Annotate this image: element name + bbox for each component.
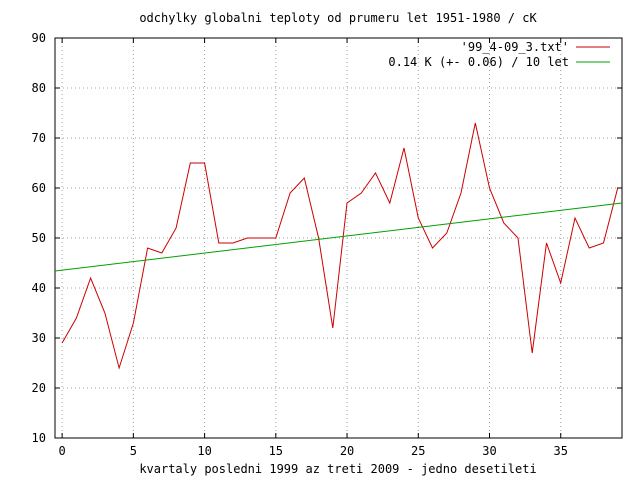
series-line-data — [61, 122, 619, 370]
x-axis-label: kvartaly posledni 1999 az treti 2009 - j… — [139, 462, 536, 476]
tick-marks — [55, 37, 622, 439]
x-tick-label: 30 — [482, 444, 496, 458]
y-tick-label: 90 — [32, 31, 46, 45]
x-tick-label: 20 — [340, 444, 354, 458]
series-line-trend — [54, 202, 623, 272]
grid — [55, 38, 622, 438]
legend: '99_4-09_3.txt'0.14 K (+- 0.06) / 10 let — [388, 40, 610, 69]
plot-frame — [54, 37, 623, 439]
x-tick-label: 10 — [197, 444, 211, 458]
y-tick-label: 30 — [32, 331, 46, 345]
legend-label: 0.14 K (+- 0.06) / 10 let — [388, 55, 569, 69]
y-tick-label: 70 — [32, 131, 46, 145]
chart-title: odchylky globalni teploty od prumeru let… — [139, 11, 537, 25]
x-tick-label: 0 — [59, 444, 66, 458]
x-tick-label: 25 — [411, 444, 425, 458]
y-tick-label: 20 — [32, 381, 46, 395]
tick-labels: 10 20 30 40 50 60 70 80 90 0 5 10 15 20 25 30 35 — [32, 31, 568, 458]
y-tick-label: 10 — [32, 431, 46, 445]
y-tick-label: 80 — [32, 81, 46, 95]
series-layer — [54, 122, 623, 370]
y-tick-label: 60 — [32, 181, 46, 195]
y-tick-label: 40 — [32, 281, 46, 295]
x-tick-label: 5 — [130, 444, 137, 458]
legend-label: '99_4-09_3.txt' — [461, 40, 569, 54]
x-tick-label: 35 — [554, 444, 568, 458]
y-tick-label: 50 — [32, 231, 46, 245]
x-tick-label: 15 — [269, 444, 283, 458]
